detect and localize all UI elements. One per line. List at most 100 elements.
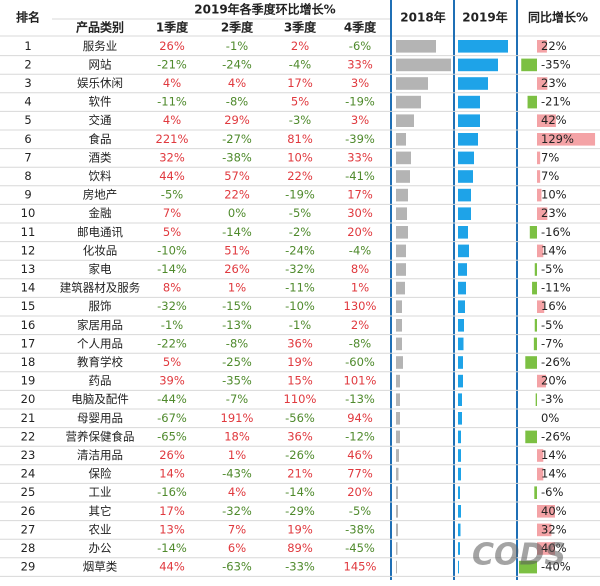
category: 办公 — [89, 541, 112, 555]
rank: 14 — [21, 281, 36, 295]
bar-2019 — [458, 77, 488, 90]
yoy-label: -40% — [541, 560, 571, 574]
bar-2018 — [396, 412, 400, 425]
category: 邮电通讯 — [77, 225, 123, 239]
category: 其它 — [89, 504, 112, 518]
quarter-growth: 15% — [287, 374, 313, 388]
yoy-label: 7% — [541, 169, 559, 183]
bar-2018 — [396, 133, 406, 146]
bar-2018 — [396, 188, 408, 202]
yoy-bar — [537, 133, 596, 146]
category: 建筑器材及服务 — [60, 281, 141, 295]
quarter-growth: 26% — [159, 448, 185, 462]
quarter-growth: 0% — [228, 206, 246, 220]
quarter-growth: 5% — [291, 95, 309, 109]
yoy-bar — [537, 170, 541, 183]
yoy-bar — [519, 560, 537, 574]
quarter-growth: -14% — [222, 225, 252, 239]
quarter-growth: 13% — [159, 522, 185, 536]
quarter-growth: 89% — [287, 541, 313, 555]
bar-2019 — [458, 523, 461, 537]
quarter-growth: 30% — [347, 206, 373, 220]
bar-2019 — [458, 337, 464, 351]
yoy-bar — [537, 207, 548, 220]
bar-2019 — [458, 374, 463, 388]
bar-2019 — [458, 281, 466, 295]
bar-2019 — [458, 356, 463, 369]
quarter-growth: 8% — [351, 262, 369, 276]
header-rank: 排名 — [16, 10, 40, 25]
bar-2019 — [458, 226, 468, 239]
yoy-bar — [537, 244, 544, 258]
quarter-growth: -4% — [289, 57, 311, 71]
quarter-growth: -44% — [157, 392, 187, 406]
quarter-growth: 44% — [159, 560, 185, 574]
quarter-growth: 94% — [347, 411, 373, 425]
quarter-growth: 20% — [347, 485, 373, 499]
yoy-bar — [537, 523, 552, 537]
header-quarter-group: 2019年各季度环比增长% — [194, 2, 335, 17]
header-2019: 2019年 — [462, 10, 507, 25]
bar-2019 — [458, 244, 469, 258]
quarter-growth: 4% — [163, 113, 181, 127]
quarter-growth: -14% — [157, 541, 187, 555]
rank: 19 — [21, 374, 36, 388]
yoy-bar — [529, 226, 537, 239]
yoy-bar — [521, 58, 537, 72]
quarter-growth: 33% — [347, 150, 373, 164]
yoy-label: 14% — [541, 243, 567, 257]
yoy-bar — [537, 449, 544, 462]
yoy-bar — [534, 319, 537, 332]
category: 饮料 — [89, 169, 112, 183]
rank: 4 — [24, 95, 31, 109]
yoy-label: -26% — [541, 429, 571, 443]
yoy-label: 40% — [541, 541, 567, 555]
category: 化妆品 — [83, 243, 118, 257]
quarter-growth: -45% — [345, 541, 375, 555]
quarter-growth: -32% — [157, 299, 187, 313]
category: 金融 — [89, 206, 112, 220]
quarter-growth: -14% — [157, 262, 187, 276]
bar-2018 — [396, 430, 400, 444]
yoy-label: -7% — [541, 336, 563, 350]
quarter-growth: 1% — [351, 281, 369, 295]
quarter-growth: -4% — [349, 243, 371, 257]
category: 烟草类 — [83, 560, 118, 574]
rank: 26 — [21, 504, 36, 518]
bar-2018 — [396, 58, 451, 72]
quarter-growth: 2% — [291, 39, 309, 53]
quarter-growth: 3% — [351, 76, 369, 90]
quarter-growth: -11% — [285, 281, 315, 295]
quarter-growth: -10% — [285, 299, 315, 313]
yoy-label: -11% — [541, 281, 571, 295]
quarter-growth: 17% — [347, 188, 373, 202]
yoy-label: -6% — [541, 485, 563, 499]
bar-2018 — [396, 207, 407, 220]
quarter-growth: -14% — [285, 485, 315, 499]
yoy-label: -3% — [541, 392, 563, 406]
bar-2018 — [396, 263, 406, 276]
quarter-growth: 6% — [228, 541, 246, 555]
quarter-growth: 4% — [228, 485, 246, 499]
yoy-bar — [537, 300, 545, 313]
quarter-growth: -8% — [226, 95, 248, 109]
header-2018: 2018年 — [400, 10, 445, 25]
quarter-growth: -1% — [289, 318, 311, 332]
bar-2018 — [396, 244, 406, 258]
rank: 20 — [21, 392, 36, 406]
yoy-label: -21% — [541, 95, 571, 109]
rank: 21 — [21, 411, 36, 425]
quarter-growth: 17% — [287, 76, 313, 90]
quarter-growth: -39% — [345, 132, 375, 146]
rank: 17 — [21, 336, 36, 350]
bar-2019 — [458, 114, 480, 127]
rank: 29 — [21, 560, 36, 574]
bar-2019 — [458, 505, 461, 518]
quarter-growth: 44% — [159, 169, 185, 183]
quarter-growth: 5% — [163, 225, 181, 239]
quarter-growth: -8% — [226, 336, 248, 350]
quarter-growth: -60% — [345, 355, 375, 369]
rank: 1 — [24, 39, 31, 53]
quarter-growth: -24% — [285, 243, 315, 257]
category: 软件 — [89, 95, 112, 109]
